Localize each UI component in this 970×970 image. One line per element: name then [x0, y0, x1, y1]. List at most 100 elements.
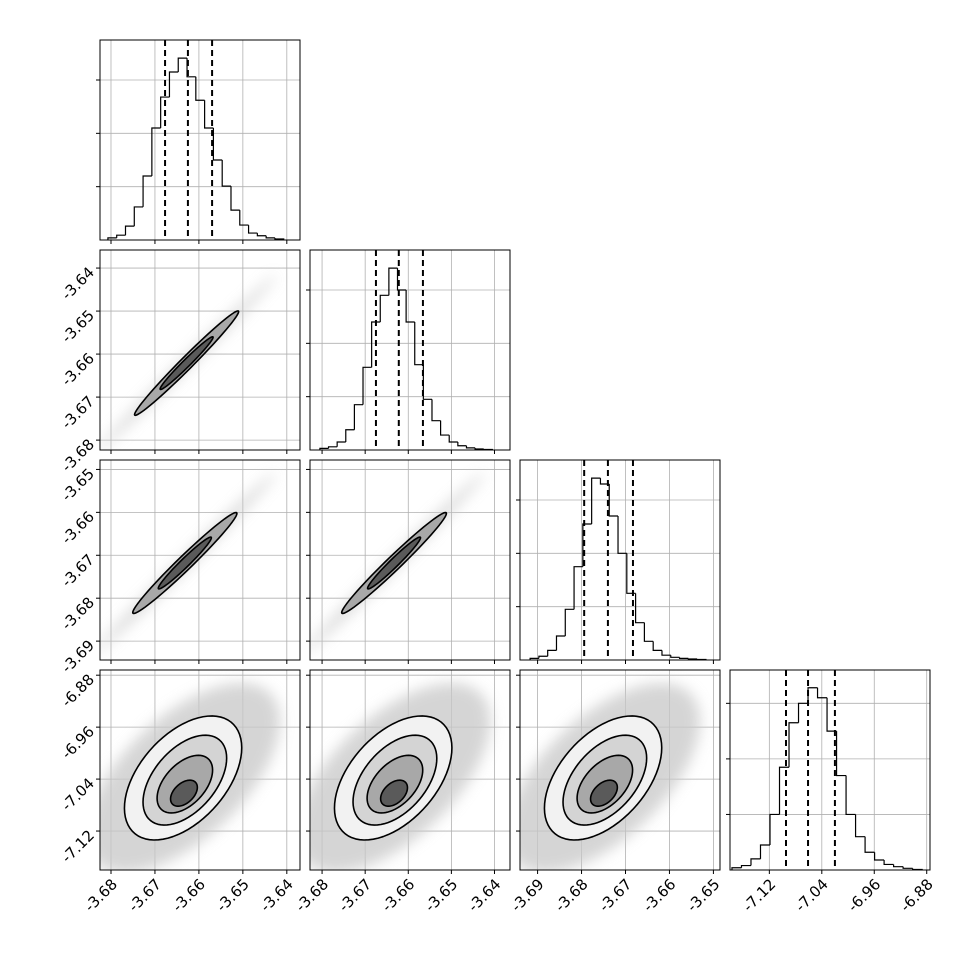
- histogram-bin: [336, 441, 346, 447]
- plot-area: [100, 274, 277, 450]
- histogram-bin: [405, 290, 415, 323]
- y-tick-label: -3.65: [58, 306, 98, 346]
- histogram-bin: [555, 635, 566, 651]
- histogram-bin: [731, 867, 742, 870]
- histogram-bin: [133, 206, 144, 227]
- x-tick-label: -3.68: [81, 875, 121, 915]
- histogram-bin: [362, 366, 372, 405]
- contour: [169, 779, 199, 807]
- plot-area: [100, 683, 281, 870]
- x-tick-label: -3.69: [507, 875, 547, 915]
- x-tick-label: -7.12: [739, 875, 779, 915]
- histogram-bin: [670, 655, 680, 658]
- histogram-bin: [327, 446, 338, 449]
- histogram-bin: [274, 237, 285, 240]
- plot-area: [107, 40, 285, 240]
- histogram-bin: [835, 731, 847, 777]
- histogram-bin: [769, 813, 780, 845]
- x-tick-label: -3.66: [169, 875, 209, 915]
- histogram-bin: [230, 186, 240, 211]
- y-tick-label: -3.68: [58, 435, 98, 475]
- histogram-bin: [265, 235, 275, 239]
- histogram-bin: [422, 364, 432, 400]
- panel-frame: [729, 669, 931, 871]
- contour: [379, 779, 409, 807]
- histogram-bin: [902, 866, 913, 869]
- histogram-bin: [256, 233, 267, 237]
- histogram-bin: [816, 687, 828, 699]
- panel-frame: [519, 669, 721, 871]
- histogram-bin: [371, 321, 381, 368]
- histogram-bin: [854, 814, 866, 838]
- histogram-bin: [893, 864, 904, 868]
- histogram-bin: [582, 523, 592, 567]
- y-tick-label: -3.68: [58, 593, 98, 633]
- histogram-bin: [883, 860, 894, 866]
- x-tick-label: -3.66: [639, 875, 679, 915]
- y-tick-label: -3.66: [58, 508, 98, 548]
- histogram-bin: [564, 608, 575, 636]
- panel-frame: [309, 459, 511, 661]
- x-tick-label: -3.67: [335, 875, 375, 915]
- histogram-bin: [797, 702, 809, 723]
- x-tick-label: -3.68: [551, 875, 591, 915]
- histogram-bin: [547, 649, 557, 657]
- histogram-bin: [388, 267, 398, 296]
- histogram-bin: [396, 268, 407, 291]
- plot-area: [100, 472, 276, 650]
- histogram-bin: [873, 852, 885, 861]
- histogram-bin: [661, 650, 671, 656]
- x-tick-label: -3.68: [292, 875, 332, 915]
- histogram-bin: [345, 429, 355, 442]
- histogram-bin: [247, 225, 258, 234]
- y-tick-label: -3.64: [58, 263, 98, 303]
- histogram-bin: [807, 687, 818, 704]
- y-tick-label: -3.67: [58, 551, 98, 591]
- histogram-bin: [626, 553, 636, 594]
- panel: -3.69-3.68-3.67-3.66-3.65: [58, 459, 301, 677]
- histogram-bin: [353, 404, 364, 430]
- panel-frame: [99, 39, 301, 241]
- histogram-bin: [635, 593, 645, 624]
- histogram-bin: [591, 477, 601, 524]
- y-tick-label: -3.69: [58, 636, 98, 676]
- x-tick-label: -3.66: [378, 875, 418, 915]
- panel: -3.68 -3.67 -3.66 -3.65 -3.64 -7.12 -7.04 -6.96…: [58, 669, 301, 915]
- histogram-bin: [431, 399, 441, 422]
- x-tick-label: -6.96: [844, 875, 884, 915]
- histogram-bin: [538, 655, 548, 659]
- histogram-bin: [864, 836, 875, 853]
- y-tick-label: -7.04: [58, 774, 98, 814]
- y-tick-label: -6.96: [58, 722, 98, 762]
- x-tick-label: -6.88: [897, 875, 937, 915]
- histogram-bin: [177, 57, 188, 72]
- plot-area: [310, 472, 485, 650]
- histogram-bin: [678, 657, 689, 660]
- plot-area: [520, 683, 701, 870]
- histogram-bin: [151, 127, 161, 176]
- panel: [516, 459, 721, 664]
- histogram-bin: [116, 234, 126, 238]
- histogram-bin: [750, 858, 761, 866]
- y-tick-label: -3.67: [58, 392, 98, 432]
- histogram-bin: [465, 445, 476, 449]
- y-tick-label: -6.88: [58, 670, 98, 710]
- panel: [96, 39, 301, 244]
- panel: -3.68-3.67-3.66-3.65-3.64: [58, 249, 301, 476]
- histogram-bin: [529, 657, 539, 660]
- panel: -7.12 -7.04 -6.96 -6.88: [726, 669, 937, 915]
- panel-frame: [519, 459, 721, 661]
- contour: [159, 335, 214, 391]
- x-tick-label: -3.67: [125, 875, 165, 915]
- histogram-bin: [168, 71, 179, 98]
- panel-frame: [99, 459, 301, 661]
- histogram-bin: [319, 447, 329, 450]
- histogram-bin: [778, 766, 790, 815]
- histogram-bin: [643, 622, 654, 642]
- histogram-bin: [826, 697, 837, 732]
- histogram-bin: [740, 864, 751, 868]
- panel: -3.68-3.67-3.66-3.65-3.64: [292, 669, 511, 915]
- histogram-bin: [195, 76, 205, 101]
- histogram-bin: [142, 175, 152, 207]
